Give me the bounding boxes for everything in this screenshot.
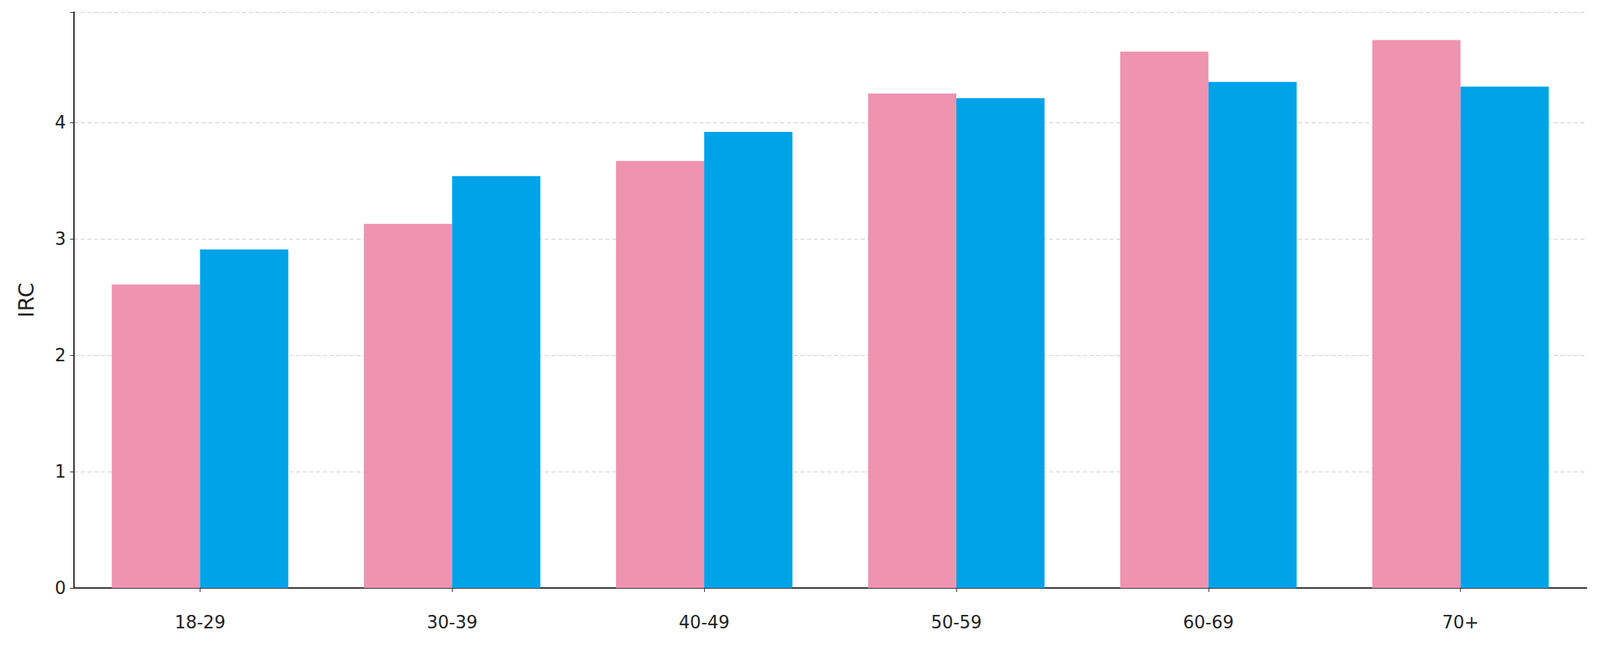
svg-text:30-39: 30-39 xyxy=(426,612,478,633)
svg-text:18-29: 18-29 xyxy=(174,612,226,633)
svg-text:0: 0 xyxy=(54,577,66,598)
svg-text:50-59: 50-59 xyxy=(930,612,982,633)
svg-text:1: 1 xyxy=(54,461,66,482)
svg-text:70+: 70+ xyxy=(1441,612,1479,633)
svg-text:2: 2 xyxy=(54,345,66,366)
svg-text:60-69: 60-69 xyxy=(1183,612,1235,633)
svg-text:IRC: IRC xyxy=(13,282,40,318)
svg-text:40-49: 40-49 xyxy=(678,612,730,633)
svg-text:4: 4 xyxy=(54,112,66,133)
svg-text:3: 3 xyxy=(54,228,66,249)
